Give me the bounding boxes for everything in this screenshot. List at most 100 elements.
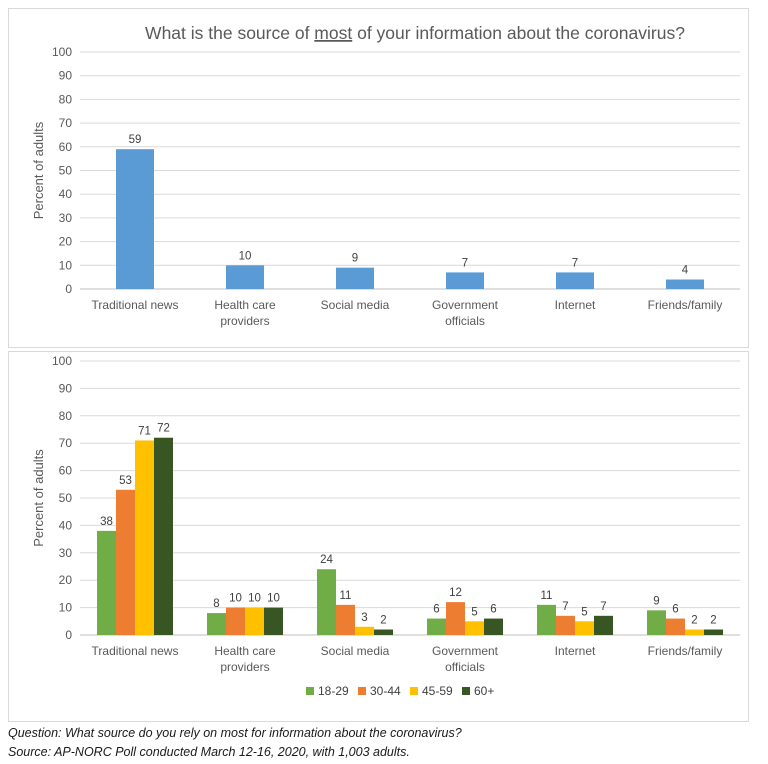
data-label: 11 [541,590,553,602]
y-tick-label: 0 [65,282,72,296]
bar-30-44 [116,489,135,635]
data-label: 10 [248,593,261,605]
data-label: 10 [267,593,280,605]
y-tick-label: 10 [59,601,73,615]
bar-30-44 [446,602,465,635]
data-label: 6 [433,604,439,616]
x-tick-label: Social media [321,298,390,312]
data-label: 24 [320,554,333,566]
data-label: 38 [100,516,113,528]
data-label: 2 [710,615,716,627]
overall-bar-chart: What is the source of most of your infor… [31,23,740,328]
data-label: 7 [600,601,606,613]
data-label: 8 [213,598,219,610]
x-tick-label: Traditional news [92,644,179,658]
bar-18-29 [647,610,666,635]
x-tick-label: Friends/family [648,644,723,658]
legend-label: 45-59 [422,684,453,698]
data-label: 7 [572,257,578,269]
x-tick-label: Internet [555,298,596,312]
y-tick-label: 20 [59,235,73,249]
data-label: 6 [490,604,496,616]
data-label: 3 [361,612,367,624]
chart-panel-by-age: 0 10 20 30 40 50 60 70 80 90 100 Percent of adults 3… [8,351,749,722]
data-label: 2 [691,615,697,627]
data-label: 6 [672,604,678,616]
bar-45-59 [575,621,594,635]
y-tick-label: 100 [52,354,72,368]
bar-60plus [264,607,283,635]
x-tick-label: Friends/family [648,298,723,312]
legend-swatch [358,687,366,695]
x-tick-label: Government officials [432,298,499,328]
y-tick-label: 0 [65,628,72,642]
x-tick-label: Social media [321,644,390,658]
y-tick-label: 60 [59,140,73,154]
y-tick-label: 30 [59,546,73,560]
bar-60plus [594,615,613,635]
bar-overall [116,149,154,289]
chart-title: What is the source of most of your infor… [145,23,685,43]
data-label: 10 [239,250,252,262]
bar-overall [556,272,594,289]
y-tick-label: 40 [59,518,73,532]
bar-overall [336,267,374,289]
bar-45-59 [685,629,704,635]
legend-swatch [462,687,470,695]
bar-18-29 [317,569,336,635]
data-label: 71 [138,425,151,437]
y-tick-label: 80 [59,409,73,423]
y-tick-label: 60 [59,464,73,478]
legend-label: 60+ [474,684,494,698]
bar-45-59 [355,626,374,635]
legend-label: 18-29 [318,684,349,698]
bar-30-44 [556,615,575,635]
y-tick-label: 40 [59,187,73,201]
bar-45-59 [465,621,484,635]
y-tick-label: 80 [59,92,73,106]
x-tick-label: Internet [555,644,596,658]
data-label: 7 [462,257,468,269]
age-group-bar-chart: 0 10 20 30 40 50 60 70 80 90 100 Percent of adults 3… [31,354,740,698]
y-tick-label: 50 [59,491,73,505]
chart-panel-overall: What is the source of most of your infor… [8,8,749,348]
x-tick-label: Traditional news [92,298,179,312]
y-axis-label: Percent of adults [31,449,46,547]
bar-overall [226,265,264,289]
bar-30-44 [336,604,355,635]
data-label: 5 [581,606,587,618]
bar-30-44 [666,618,685,635]
bar-overall [446,272,484,289]
source-note: Source: AP-NORC Poll conducted March 12-… [8,745,410,759]
data-label: 9 [352,253,358,265]
y-tick-label: 90 [59,381,73,395]
data-label: 4 [682,265,689,277]
y-tick-label: 100 [52,45,72,59]
bar-60plus [484,618,503,635]
data-label: 12 [449,587,462,599]
x-tick-label: Health care providers [214,644,276,674]
y-axis-label: Percent of adults [31,121,46,219]
y-tick-label: 20 [59,573,73,587]
bar-60plus [374,629,393,635]
legend-swatch [410,687,418,695]
legend-swatch [306,687,314,695]
bar-18-29 [427,618,446,635]
bar-60plus [704,629,723,635]
bar-overall [666,279,704,289]
x-tick-label: Health care providers [214,298,276,328]
y-tick-label: 70 [59,116,73,130]
data-label: 2 [380,615,386,627]
legend-label: 30-44 [370,684,401,698]
bar-45-59 [245,607,264,635]
data-label: 7 [562,601,568,613]
data-label: 72 [157,423,170,435]
data-label: 5 [471,606,477,618]
y-tick-label: 10 [59,258,73,272]
bar-60plus [154,437,173,635]
question-note: Question: What source do you rely on mos… [8,726,462,740]
y-tick-label: 50 [59,164,73,178]
y-tick-label: 70 [59,436,73,450]
bar-45-59 [135,440,154,635]
x-tick-label: Government officials [432,644,499,674]
